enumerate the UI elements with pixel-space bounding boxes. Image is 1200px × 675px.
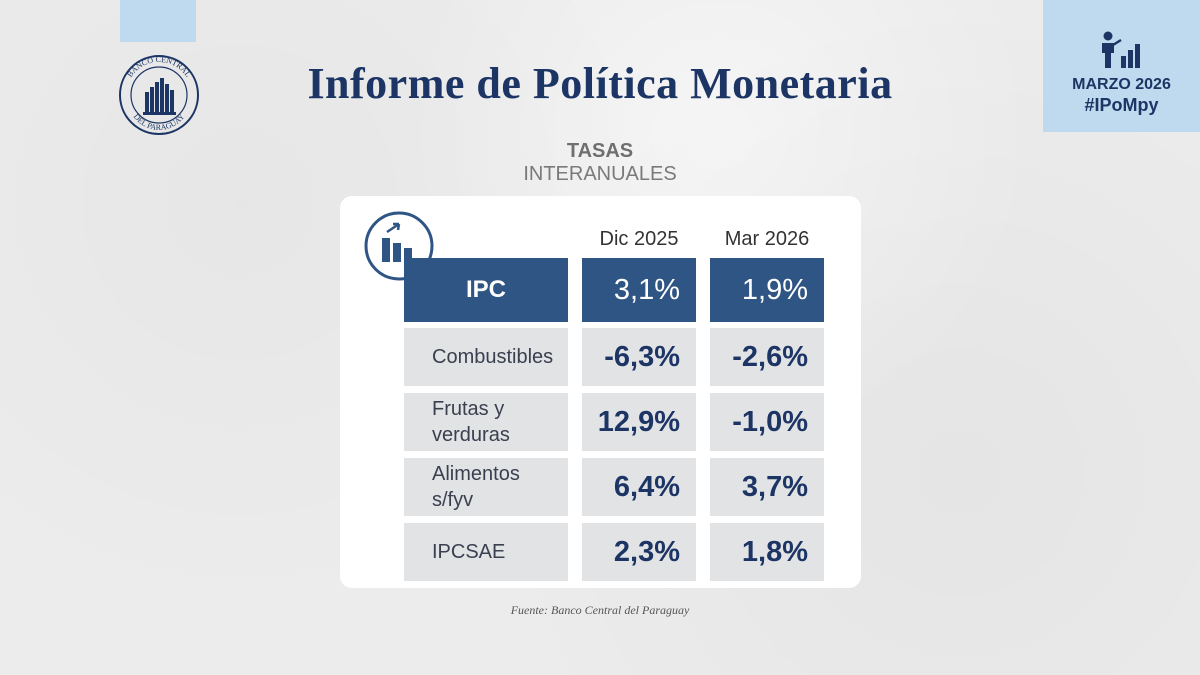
section-heading-bold: TASAS bbox=[566, 140, 634, 162]
value-combustibles-dic-2025: -6,3% bbox=[582, 328, 696, 386]
column-header-dic-2025: Dic 2025 bbox=[599, 228, 679, 250]
edition-badge: MARZO 2026 #IPoMpy bbox=[1043, 0, 1200, 132]
value-frutas-dic-2025: 12,9% bbox=[582, 393, 696, 451]
row-label-frutas-y-verduras: Frutas y verduras bbox=[404, 393, 568, 451]
value-combustibles-mar-2026: -2,6% bbox=[710, 328, 824, 386]
value-frutas-mar-2026: -1,0% bbox=[710, 393, 824, 451]
bank-seal-logo: BANCO CENTRAL DEL PARAGUAY bbox=[119, 55, 199, 135]
page-title: Informe de Política Monetaria bbox=[307, 59, 893, 108]
edition-date: MARZO 2026 bbox=[1072, 76, 1171, 93]
edition-hashtag: #IPoMpy bbox=[1084, 95, 1159, 115]
row-label-ipc: IPC bbox=[404, 258, 568, 322]
person-chart-icon bbox=[1102, 31, 1140, 68]
value-ipc-mar-2026: 1,9% bbox=[710, 258, 824, 322]
left-accent-tab bbox=[120, 0, 196, 42]
value-alimentos-dic-2025: 6,4% bbox=[582, 458, 696, 516]
row-label-combustibles: Combustibles bbox=[404, 328, 568, 386]
row-label-alimentos-sfyv: Alimentos s/fyv bbox=[404, 458, 568, 516]
row-label-ipcsae: IPCSAE bbox=[404, 523, 568, 581]
source-note: Fuente: Banco Central del Paraguay bbox=[510, 603, 690, 617]
section-heading-light: INTERANUALES bbox=[523, 163, 677, 185]
value-ipcsae-mar-2026: 1,8% bbox=[710, 523, 824, 581]
value-ipcsae-dic-2025: 2,3% bbox=[582, 523, 696, 581]
value-alimentos-mar-2026: 3,7% bbox=[710, 458, 824, 516]
value-ipc-dic-2025: 3,1% bbox=[582, 258, 696, 322]
column-header-mar-2026: Mar 2026 bbox=[724, 228, 810, 250]
